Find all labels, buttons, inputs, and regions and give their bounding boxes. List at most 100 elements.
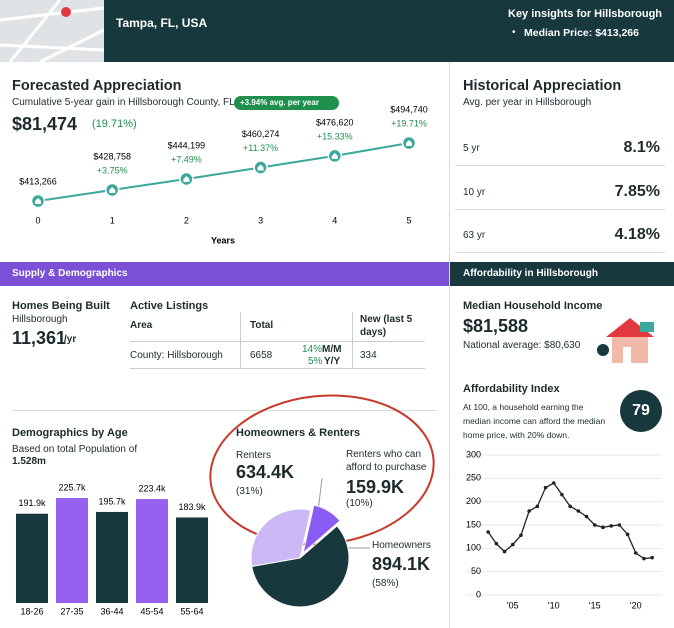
bar — [136, 499, 168, 603]
rule — [240, 312, 241, 368]
point — [560, 492, 564, 497]
change-label: +11.37% — [243, 143, 278, 153]
value-label: $476,620 — [316, 117, 354, 127]
house-icon — [109, 186, 116, 193]
divider — [449, 62, 450, 628]
change-label: +3.75% — [97, 165, 128, 175]
point — [617, 523, 622, 527]
table-header: Area — [130, 320, 153, 331]
value-label: $428,758 — [93, 151, 131, 161]
income: $81,588 — [463, 316, 529, 336]
rule — [130, 341, 425, 342]
gain: $81,474 — [12, 114, 78, 134]
point — [650, 555, 654, 560]
pie-slice — [251, 525, 350, 608]
pie-label: Homeowners — [372, 540, 431, 551]
bar — [56, 498, 88, 603]
point — [592, 523, 597, 527]
cell: 14% — [302, 344, 323, 355]
x-tick-label: 1 — [110, 215, 115, 225]
section-bar — [0, 262, 449, 286]
point — [551, 481, 556, 485]
pie-label: Renters who can afford to purchase — [346, 449, 427, 473]
national: National average: $80,630 — [463, 340, 581, 351]
table-header: New (last 5 days) — [360, 314, 413, 338]
subtitle: Based on total Population of — [12, 444, 138, 455]
x-tick-label: 3 — [258, 215, 263, 225]
house-icon — [183, 175, 190, 182]
house-icon — [35, 198, 41, 204]
title: Historical Appreciation — [463, 78, 622, 94]
pie-pct: (58%) — [372, 578, 399, 589]
cell: 6658 — [250, 350, 273, 361]
pie-slice — [302, 504, 341, 555]
line — [37, 142, 410, 202]
x-tick-label: 18-26 — [20, 606, 43, 616]
cell: 5% — [308, 356, 323, 367]
homes-value: 11,361 — [12, 328, 67, 348]
x-tick-label: 45-54 — [140, 606, 163, 616]
listings-title: Active Listings — [130, 300, 209, 312]
point — [625, 532, 630, 537]
homes-area: Hillsborough — [12, 314, 68, 325]
y-tick-label: 150 — [466, 519, 481, 529]
point — [642, 556, 646, 561]
rule — [352, 312, 353, 368]
point — [510, 542, 515, 547]
cell: M/M — [322, 344, 342, 355]
point — [535, 504, 540, 509]
bar — [176, 517, 208, 603]
x-tick-label: 4 — [332, 215, 337, 225]
value-label: $413,266 — [19, 176, 57, 186]
value-label: 191.9k — [18, 498, 46, 508]
homes-unit: /yr — [64, 334, 77, 345]
pie-pct: (10%) — [346, 498, 373, 509]
value-label: 223.4k — [138, 483, 166, 493]
house-icon — [406, 140, 412, 146]
change-label: +15.33% — [317, 131, 353, 141]
row-label: 10 yr — [463, 186, 486, 198]
row-label: 63 yr — [463, 230, 486, 241]
section-title: Affordability in Hillsborough — [463, 268, 598, 279]
index-title: Affordability Index — [463, 383, 560, 395]
section-bar — [450, 262, 674, 286]
row-value: 8.1% — [623, 139, 660, 156]
gain-pct: (19.71%) — [92, 118, 137, 130]
point — [584, 514, 589, 519]
row-value: 4.18% — [614, 226, 660, 243]
x-axis-label: Years — [211, 235, 235, 245]
point — [494, 541, 499, 546]
pie-label: Renters — [236, 450, 272, 461]
x-tick-label: 55-64 — [180, 606, 203, 616]
bar — [96, 511, 128, 603]
point — [601, 525, 605, 530]
x-tick-label: '20 — [630, 600, 642, 610]
point — [527, 509, 531, 513]
pie-pct: (31%) — [236, 486, 263, 497]
point — [568, 504, 572, 509]
bar — [16, 513, 48, 603]
title: Homeowners & Renters — [236, 427, 361, 439]
row-rule — [455, 252, 665, 253]
section-title: Supply & Demographics — [12, 268, 128, 279]
map-drawing — [0, 0, 104, 62]
cell: County: Hillsborough — [130, 350, 223, 361]
title: Demographics by Age — [12, 427, 128, 439]
value-label: $444,199 — [168, 140, 206, 150]
bullet: • — [512, 27, 516, 38]
x-tick-label: '15 — [589, 600, 601, 610]
point — [486, 530, 490, 534]
change-label: +19.71% — [391, 118, 427, 128]
y-tick-label: 100 — [466, 543, 481, 553]
point — [633, 551, 638, 555]
x-tick-label: '10 — [548, 600, 560, 610]
x-tick-label: 5 — [406, 215, 411, 225]
point — [502, 549, 507, 554]
divider — [12, 410, 437, 411]
pie-count: 634.4K — [236, 462, 295, 482]
cell: Y/Y — [324, 356, 341, 367]
badge: +3.94% avg. per year — [234, 96, 339, 110]
y-tick-label: 200 — [466, 496, 481, 506]
index-badge — [620, 390, 662, 432]
